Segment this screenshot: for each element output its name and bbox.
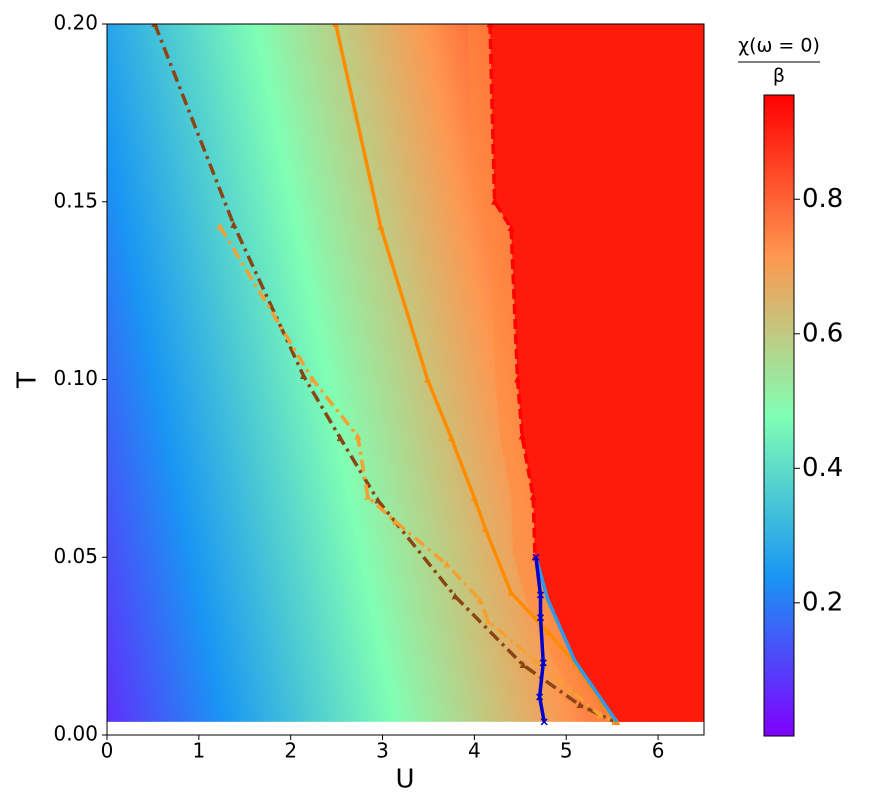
marker — [216, 222, 224, 230]
marker — [443, 560, 451, 568]
marker — [476, 595, 484, 603]
marker — [519, 660, 527, 668]
marker — [539, 659, 547, 667]
y-axis-label: T — [13, 372, 43, 389]
marker — [529, 492, 537, 500]
marker — [354, 432, 362, 440]
heatmap-saturated — [489, 24, 704, 722]
x-tick-label: 2 — [284, 739, 297, 763]
marker — [596, 711, 604, 719]
marker — [536, 693, 544, 701]
marker — [336, 434, 344, 442]
y-tick-label: 0.00 — [53, 722, 98, 746]
marker — [536, 591, 545, 599]
marker — [424, 375, 432, 383]
colorbar-tick-label: 0.2 — [802, 587, 843, 617]
colorbar-tick-label: 0.6 — [802, 318, 843, 348]
marker — [531, 656, 539, 664]
marker — [364, 492, 372, 500]
marker — [491, 197, 499, 205]
x-tick-label: 0 — [101, 739, 114, 763]
marker — [486, 24, 494, 27]
marker — [536, 614, 545, 622]
x-tick-label: 6 — [652, 739, 665, 763]
marker — [481, 524, 489, 532]
colorbar-label-bottom: β — [773, 65, 785, 87]
marker — [230, 220, 238, 228]
series-line — [218, 225, 616, 724]
marker — [309, 375, 317, 383]
plot-area — [107, 24, 704, 726]
marker — [544, 627, 552, 635]
marker — [540, 718, 548, 726]
marker — [391, 517, 399, 525]
marker — [484, 617, 492, 625]
x-tick-label: 1 — [192, 739, 205, 763]
marker — [447, 434, 455, 442]
colorbar-tick-label: 0.4 — [802, 453, 843, 483]
y-tick-label: 0.15 — [53, 188, 98, 212]
marker — [507, 224, 515, 232]
marker — [566, 685, 574, 693]
series-line — [534, 556, 619, 723]
y-tick-label: 0.20 — [53, 11, 98, 35]
marker — [518, 432, 526, 440]
x-tick-label: 4 — [468, 739, 481, 763]
colorbar-label-top: χ(ω = 0) — [738, 35, 820, 57]
y-tick-label: 0.10 — [53, 366, 98, 390]
marker — [300, 371, 308, 379]
y-tick-label: 0.05 — [53, 544, 98, 568]
series-line — [534, 557, 546, 723]
marker — [332, 24, 340, 27]
x-axis-label: U — [395, 765, 414, 795]
marker — [514, 375, 522, 383]
x-tick-label: 5 — [560, 739, 573, 763]
marker — [470, 493, 478, 501]
marker — [576, 701, 584, 709]
marker — [377, 222, 385, 230]
colorbar-tick-label: 0.8 — [802, 184, 843, 214]
marker — [507, 588, 515, 596]
colorbar — [763, 94, 795, 737]
marker — [532, 553, 540, 561]
marker — [374, 496, 382, 504]
marker — [151, 24, 159, 27]
x-tick-label: 3 — [376, 739, 389, 763]
marker — [451, 592, 459, 600]
